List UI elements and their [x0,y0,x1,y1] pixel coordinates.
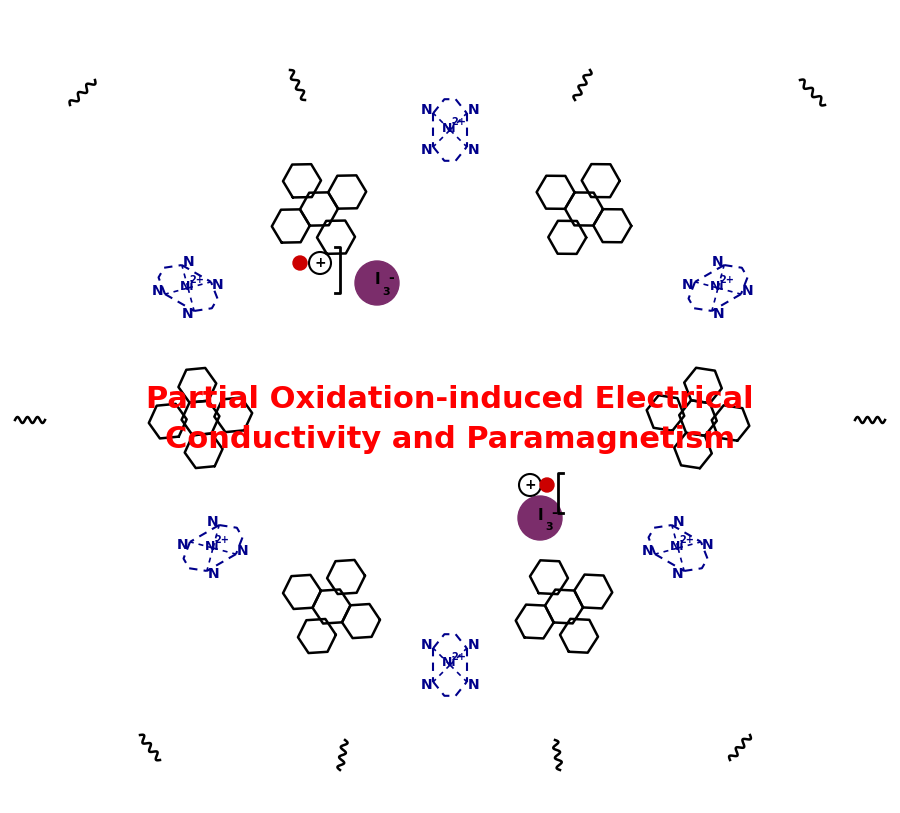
Text: 3: 3 [382,287,390,297]
Text: 3: 3 [545,522,553,532]
Text: N: N [643,544,654,559]
Text: 2+: 2+ [452,117,466,127]
Text: N: N [673,515,685,529]
Text: -: - [388,271,394,285]
Text: N: N [682,278,694,292]
Text: 2+: 2+ [720,275,734,285]
Circle shape [293,256,307,270]
Text: N: N [208,567,220,581]
Text: N: N [152,285,164,298]
Text: 2+: 2+ [680,535,695,545]
Text: 2+: 2+ [214,535,230,545]
Text: Ni: Ni [670,540,684,553]
Text: I: I [374,272,380,288]
Text: N: N [177,538,189,552]
Text: 2+: 2+ [452,652,466,662]
Text: +: + [524,478,536,492]
Text: Conductivity and Paramagnetism: Conductivity and Paramagnetism [165,425,735,454]
Text: N: N [702,538,714,552]
Text: Ni: Ni [442,121,456,134]
Circle shape [540,478,554,492]
Text: N: N [212,278,224,292]
Text: -: - [551,506,557,520]
Text: +: + [314,256,326,270]
Text: N: N [742,285,754,298]
Text: Partial Oxidation-induced Electrical: Partial Oxidation-induced Electrical [146,385,754,415]
Circle shape [355,261,399,305]
Text: N: N [181,307,193,321]
Text: Ni: Ni [442,657,456,669]
Text: N: N [671,567,683,581]
Text: N: N [468,678,480,692]
Circle shape [518,496,562,540]
Text: N: N [420,678,432,692]
Text: N: N [420,638,432,652]
Text: I: I [537,507,543,523]
Text: Ni: Ni [180,280,194,293]
Text: 2+: 2+ [190,275,204,285]
Text: N: N [468,638,480,652]
Text: N: N [206,515,218,529]
Text: N: N [420,103,432,117]
Text: N: N [711,255,723,269]
Text: N: N [468,103,480,117]
Text: Ni: Ni [205,540,220,553]
Text: N: N [713,307,725,321]
Text: N: N [468,143,480,157]
Text: N: N [237,544,248,559]
Text: Ni: Ni [710,280,724,293]
Text: N: N [420,143,432,157]
Text: N: N [183,255,194,269]
